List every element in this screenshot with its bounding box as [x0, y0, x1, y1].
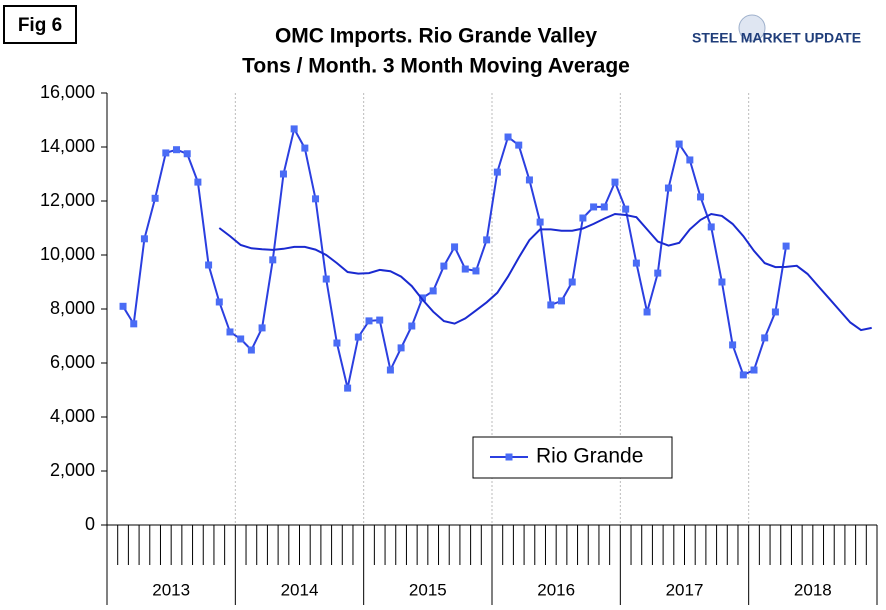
data-point: [451, 243, 459, 251]
data-point: [344, 384, 352, 392]
data-point: [247, 346, 255, 354]
data-point: [461, 265, 469, 273]
data-point: [279, 170, 287, 178]
x-tick-label: 2013: [152, 580, 190, 599]
y-tick-label: 6,000: [50, 352, 95, 372]
data-point: [119, 302, 127, 310]
data-point: [258, 324, 266, 332]
data-point: [173, 146, 181, 154]
data-point: [290, 125, 298, 133]
data-point: [333, 339, 341, 347]
data-point: [515, 141, 523, 149]
chart-title: Tons / Month. 3 Month Moving Average: [242, 55, 630, 78]
logo: STEEL MARKET UPDATE: [692, 30, 861, 46]
data-point: [622, 205, 630, 213]
data-point: [418, 294, 426, 302]
data-point: [162, 149, 170, 157]
data-point: [600, 203, 608, 211]
figure-box: [3, 5, 77, 44]
data-point: [536, 218, 544, 226]
data-point: [376, 316, 384, 324]
data-point: [301, 144, 309, 152]
data-point: [718, 278, 726, 286]
x-tick-label: 2015: [409, 580, 447, 599]
x-tick-label: 2016: [537, 580, 575, 599]
logo-globe: [738, 14, 766, 42]
data-point: [408, 322, 416, 330]
data-point: [440, 262, 448, 270]
data-point: [429, 287, 437, 295]
data-point: [312, 195, 320, 203]
legend-marker: [505, 453, 513, 461]
data-point: [269, 256, 277, 264]
data-point: [215, 298, 223, 306]
data-point: [205, 261, 213, 269]
data-point: [654, 269, 662, 277]
data-point: [472, 267, 480, 275]
data-point: [750, 366, 758, 374]
data-point: [322, 275, 330, 283]
x-tick-label: 2018: [794, 580, 832, 599]
data-point: [782, 242, 790, 250]
data-point: [761, 334, 769, 342]
data-point: [237, 335, 245, 343]
data-point: [558, 297, 566, 305]
data-point: [130, 320, 138, 328]
data-point: [504, 133, 512, 141]
data-point: [547, 301, 555, 309]
data-point: [643, 308, 651, 316]
data-point: [697, 193, 705, 201]
data-point: [771, 308, 779, 316]
data-point: [739, 371, 747, 379]
y-tick-label: 0: [85, 514, 95, 534]
legend-label: Rio Grande: [536, 445, 643, 468]
data-point: [707, 223, 715, 231]
data-point: [140, 235, 148, 243]
y-tick-label: 10,000: [40, 244, 95, 264]
data-point: [226, 328, 234, 336]
data-point: [611, 178, 619, 186]
data-point: [525, 176, 533, 184]
y-tick-label: 8,000: [50, 298, 95, 318]
y-tick-label: 14,000: [40, 136, 95, 156]
data-point: [675, 140, 683, 148]
chart-title: OMC Imports. Rio Grande Valley: [275, 25, 597, 48]
data-point: [194, 178, 202, 186]
data-point: [493, 168, 501, 176]
y-tick-label: 12,000: [40, 190, 95, 210]
data-point: [686, 156, 694, 164]
data-point: [664, 184, 672, 192]
y-tick-label: 4,000: [50, 406, 95, 426]
data-point: [729, 341, 737, 349]
data-point: [386, 366, 394, 374]
figure-label: Fig 6: [18, 15, 62, 36]
data-point: [590, 203, 598, 211]
x-tick-label: 2017: [666, 580, 704, 599]
data-point: [365, 317, 373, 325]
x-tick-label: 2014: [281, 580, 319, 599]
series-line: [218, 212, 872, 332]
series-line: [122, 126, 788, 389]
data-point: [397, 344, 405, 352]
data-point: [483, 236, 491, 244]
data-point: [151, 194, 159, 202]
data-point: [579, 214, 587, 222]
data-point: [354, 333, 362, 341]
data-point: [568, 278, 576, 286]
y-tick-label: 2,000: [50, 460, 95, 480]
data-point: [632, 259, 640, 267]
data-point: [183, 150, 191, 158]
y-tick-label: 16,000: [40, 82, 95, 102]
